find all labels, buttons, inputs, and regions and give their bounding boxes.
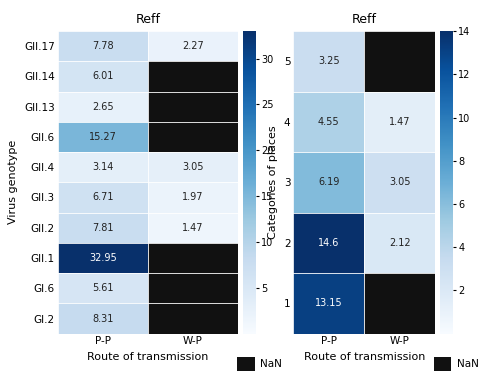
Bar [294, 31, 364, 92]
Text: 7.78: 7.78 [92, 41, 114, 51]
Text: 2.65: 2.65 [92, 102, 114, 112]
Text: 6.71: 6.71 [92, 192, 114, 203]
Bar [58, 273, 148, 303]
Text: 1.47: 1.47 [182, 223, 204, 233]
Text: 8.31: 8.31 [92, 314, 114, 324]
Bar [148, 122, 238, 152]
Bar [364, 152, 435, 213]
Bar [364, 31, 435, 92]
Bar [148, 152, 238, 182]
Y-axis label: Virus genotype: Virus genotype [8, 140, 18, 225]
Bar [148, 273, 238, 303]
Text: 3.14: 3.14 [92, 162, 114, 172]
Bar [148, 213, 238, 243]
Bar [148, 61, 238, 92]
Bar [58, 61, 148, 92]
Bar [294, 273, 364, 334]
Bar [364, 213, 435, 273]
Text: NaN: NaN [260, 359, 281, 369]
Bar [364, 273, 435, 334]
Text: 5.61: 5.61 [92, 283, 114, 293]
Text: 4.55: 4.55 [318, 117, 340, 127]
Bar [148, 182, 238, 213]
Text: 3.05: 3.05 [389, 177, 410, 187]
Text: 14.6: 14.6 [318, 238, 340, 248]
Bar [148, 303, 238, 334]
Y-axis label: Categories of places: Categories of places [268, 126, 278, 239]
Bar [58, 92, 148, 122]
Bar [148, 92, 238, 122]
Bar [294, 92, 364, 152]
Text: 2.12: 2.12 [389, 238, 410, 248]
Text: 15.27: 15.27 [89, 132, 117, 142]
X-axis label: Route of transmission: Route of transmission [304, 352, 425, 362]
Bar [148, 243, 238, 273]
Text: NaN: NaN [456, 359, 478, 369]
Bar [58, 122, 148, 152]
Text: 2.27: 2.27 [182, 41, 204, 51]
Bar [58, 213, 148, 243]
Text: 6.19: 6.19 [318, 177, 340, 187]
Bar [58, 303, 148, 334]
Bar [364, 92, 435, 152]
Text: 1.97: 1.97 [182, 192, 204, 203]
Text: 32.95: 32.95 [89, 253, 117, 263]
Text: 3.05: 3.05 [182, 162, 204, 172]
Bar [58, 182, 148, 213]
Bar [58, 31, 148, 61]
Text: 6.01: 6.01 [92, 71, 114, 81]
Title: Reff: Reff [136, 13, 160, 26]
Bar [148, 31, 238, 61]
Text: 13.15: 13.15 [315, 298, 342, 308]
Bar [58, 243, 148, 273]
Text: 1.47: 1.47 [389, 117, 410, 127]
Bar [294, 152, 364, 213]
X-axis label: Route of transmission: Route of transmission [87, 352, 208, 362]
Bar [294, 213, 364, 273]
Text: 3.25: 3.25 [318, 56, 340, 66]
Title: Reff: Reff [352, 13, 376, 26]
Bar [58, 152, 148, 182]
Text: 7.81: 7.81 [92, 223, 114, 233]
